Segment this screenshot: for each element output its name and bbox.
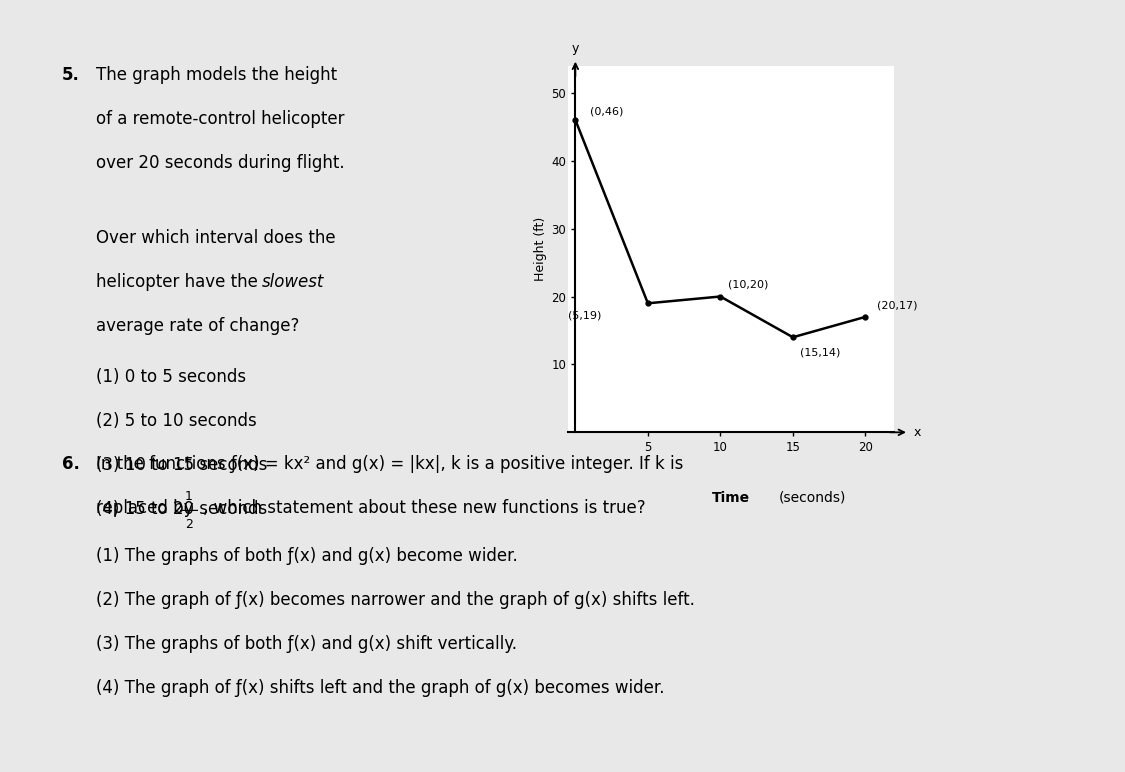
Text: , which statement about these new functions is true?: , which statement about these new functi…: [202, 499, 645, 517]
Text: The graph models the height: The graph models the height: [96, 66, 336, 83]
Text: of a remote-control helicopter: of a remote-control helicopter: [96, 110, 344, 127]
Text: replaced by: replaced by: [96, 499, 198, 517]
Text: (5,19): (5,19): [568, 310, 602, 320]
Text: (4) The graph of ƒ(x) shifts left and the graph of g(x) becomes wider.: (4) The graph of ƒ(x) shifts left and th…: [96, 679, 664, 697]
Text: slowest: slowest: [262, 273, 324, 290]
Text: In the functions ƒ(x) = kx² and g(x) = |kx|, k is a positive integer. If k is: In the functions ƒ(x) = kx² and g(x) = |…: [96, 455, 683, 473]
Text: (1) 0 to 5 seconds: (1) 0 to 5 seconds: [96, 368, 245, 386]
Text: (3) 10 to 15 seconds: (3) 10 to 15 seconds: [96, 456, 267, 474]
Y-axis label: Height (ft): Height (ft): [534, 217, 547, 281]
Text: (4) 15 to 20 seconds: (4) 15 to 20 seconds: [96, 500, 267, 518]
Text: (seconds): (seconds): [778, 491, 846, 505]
Text: 2: 2: [184, 518, 193, 531]
Text: Over which interval does the: Over which interval does the: [96, 229, 335, 246]
Text: y: y: [572, 42, 579, 56]
Text: (10,20): (10,20): [728, 279, 768, 290]
Text: Time: Time: [712, 491, 750, 505]
Text: (0,46): (0,46): [590, 107, 623, 117]
Text: (15,14): (15,14): [800, 347, 840, 357]
Text: (3) The graphs of both ƒ(x) and g(x) shift vertically.: (3) The graphs of both ƒ(x) and g(x) shi…: [96, 635, 516, 653]
Text: (1) The graphs of both ƒ(x) and g(x) become wider.: (1) The graphs of both ƒ(x) and g(x) bec…: [96, 547, 518, 565]
Text: average rate of change?: average rate of change?: [96, 317, 299, 334]
Text: (20,17): (20,17): [878, 300, 918, 310]
Text: 5.: 5.: [62, 66, 80, 83]
Text: helicopter have the: helicopter have the: [96, 273, 263, 290]
Text: x: x: [914, 426, 920, 438]
Text: (2) 5 to 10 seconds: (2) 5 to 10 seconds: [96, 412, 256, 430]
Text: over 20 seconds during flight.: over 20 seconds during flight.: [96, 154, 344, 171]
Text: 6.: 6.: [62, 455, 80, 473]
Text: (2) The graph of ƒ(x) becomes narrower and the graph of g(x) shifts left.: (2) The graph of ƒ(x) becomes narrower a…: [96, 591, 694, 609]
Text: 1: 1: [184, 489, 193, 503]
